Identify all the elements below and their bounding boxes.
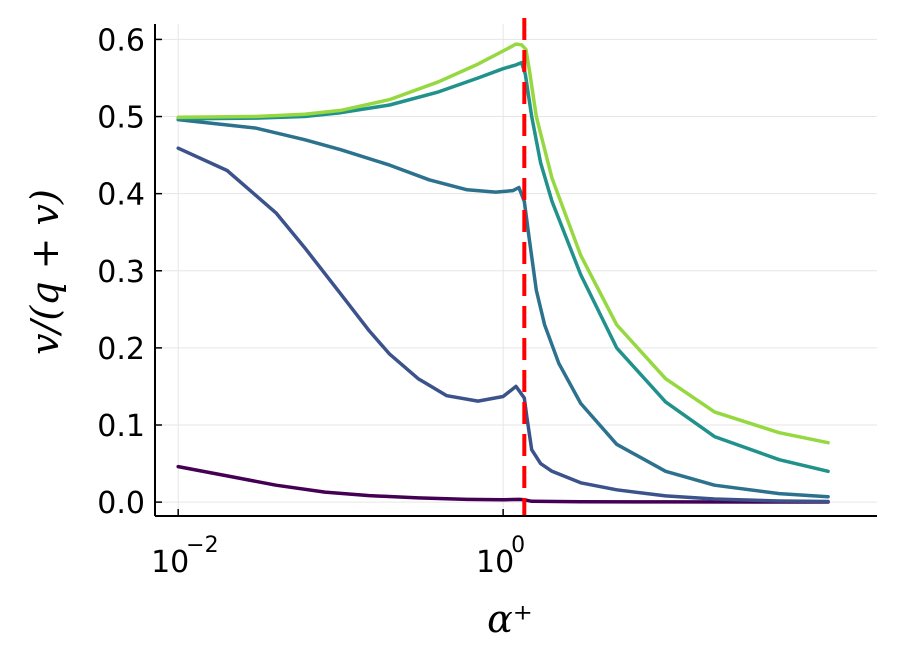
y-axis-label: v/(q + v): [23, 189, 67, 355]
axes: [154, 24, 877, 517]
x-tick-base: 10: [151, 545, 189, 580]
series-line-3: [176, 117, 830, 499]
y-tick-label: 0.4: [97, 178, 145, 213]
y-tick-label: 0.2: [97, 332, 145, 367]
x-tick-exponent: −2: [186, 533, 218, 558]
grid: [155, 24, 877, 516]
y-tick-label: 0.6: [97, 23, 145, 58]
series-line-1: [176, 464, 830, 504]
x-tick-base: 10: [476, 545, 514, 580]
series-line-5: [176, 42, 830, 445]
y-tick-label: 0.0: [97, 486, 145, 521]
y-tick-label: 0.3: [97, 255, 145, 290]
series-line-2: [176, 146, 830, 504]
ticks: 0.00.10.20.30.40.50.610−2 100: [97, 23, 525, 580]
x-tick-label: 100: [476, 533, 525, 580]
x-tick-label: 10−2: [151, 533, 219, 580]
x-tick-exponent: 0: [511, 533, 525, 558]
y-tick-label: 0.5: [97, 101, 145, 136]
x-axis-label: α⁺: [487, 597, 533, 641]
y-tick-label: 0.1: [97, 409, 145, 444]
